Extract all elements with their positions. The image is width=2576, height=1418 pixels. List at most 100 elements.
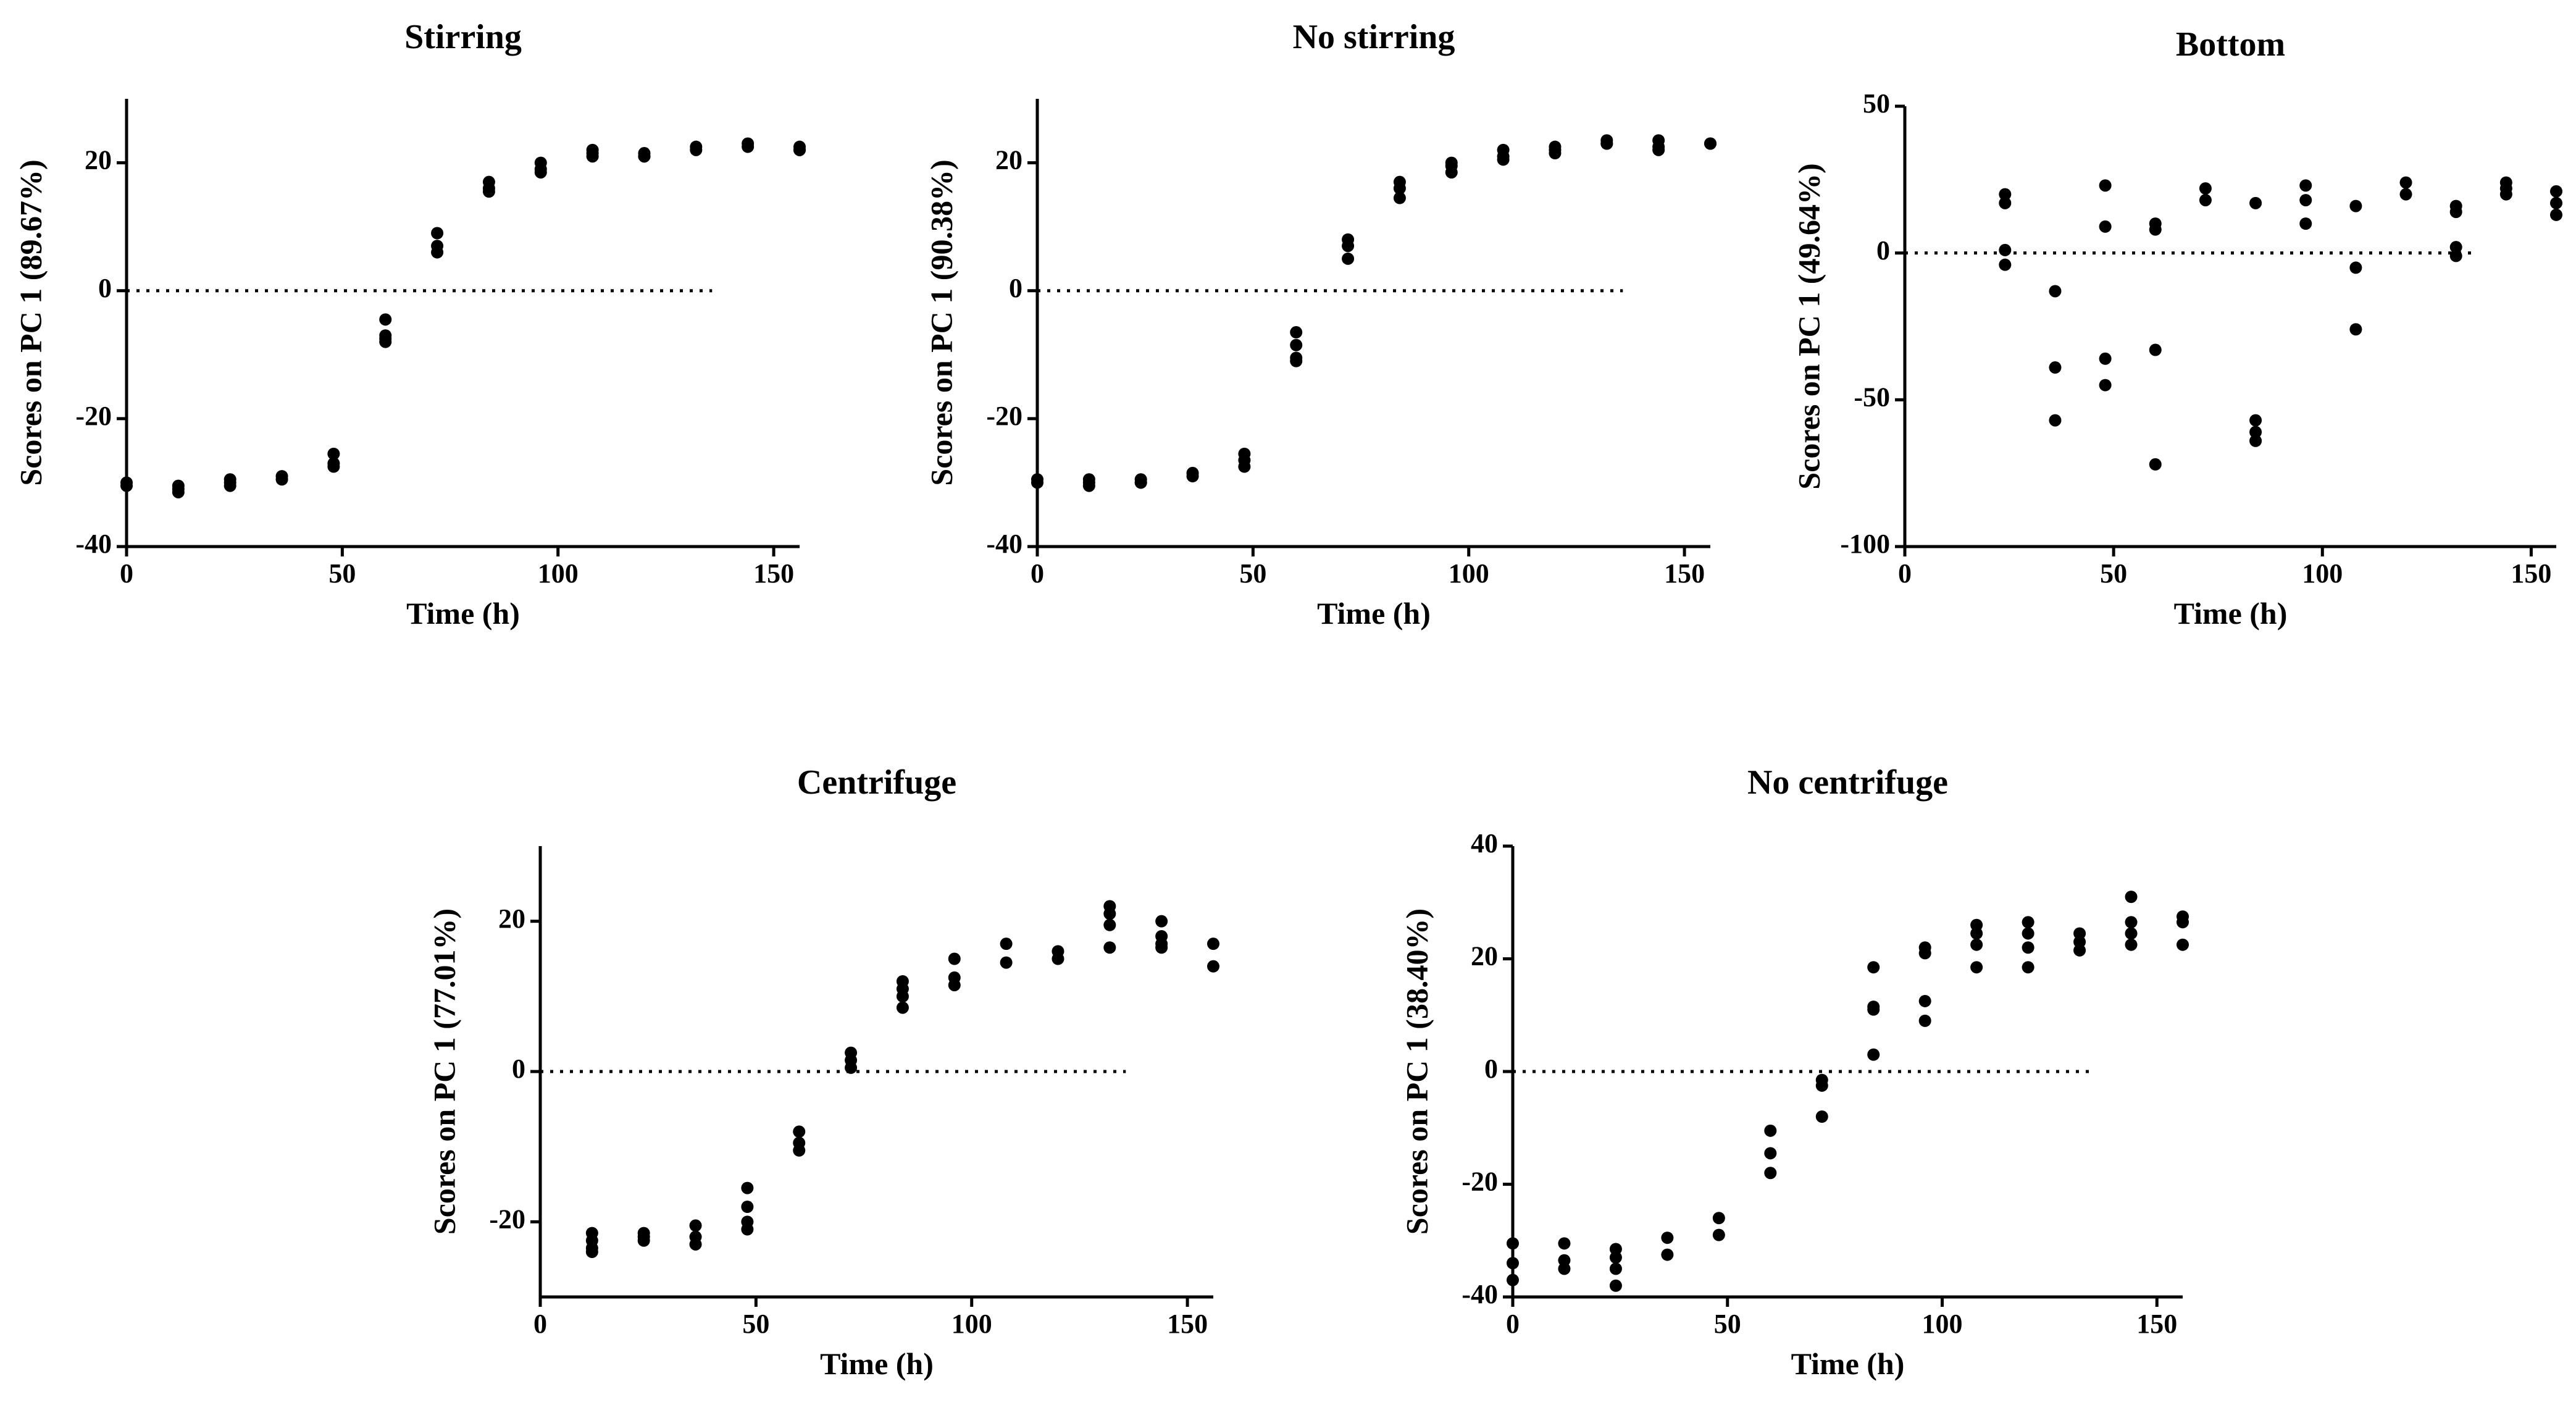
data-point: [482, 185, 495, 198]
data-point: [1549, 147, 1562, 160]
data-point: [2399, 188, 2412, 201]
x-tick-label: 100: [1922, 1309, 1963, 1339]
chart-title: No centrifuge: [1747, 763, 1948, 802]
y-axis-label: Scores on PC 1 (49.64%): [1791, 163, 1826, 489]
data-point: [1867, 1048, 1880, 1061]
y-tick-label: -40: [75, 529, 112, 559]
data-point: [1918, 947, 1931, 960]
data-point: [1155, 915, 1168, 928]
chart-panel: Bottom 0 50 100 150 -100 -50 0 50 Time (h) Scores …: [1791, 25, 2562, 631]
data-point: [2249, 434, 2262, 447]
data-point: [637, 1234, 650, 1247]
data-point: [534, 166, 547, 179]
data-point: [1712, 1212, 1725, 1225]
x-tick-label: 50: [742, 1309, 769, 1339]
y-tick-label: -20: [1462, 1167, 1498, 1197]
data-point: [1207, 960, 1219, 973]
data-point: [689, 1219, 702, 1232]
data-point: [1661, 1248, 1674, 1261]
data-point: [742, 140, 755, 153]
data-point: [2049, 414, 2062, 427]
data-point: [2199, 194, 2212, 207]
data-point: [1609, 1279, 1622, 1292]
data-point: [793, 143, 806, 156]
data-point: [431, 246, 444, 259]
data-point: [2049, 285, 2062, 298]
data-point: [1764, 1124, 1777, 1137]
x-tick-label: 100: [951, 1309, 992, 1339]
x-tick-label: 150: [753, 558, 794, 589]
chart-title: Centrifuge: [797, 763, 956, 802]
data-point: [1000, 938, 1013, 950]
data-point: [1342, 252, 1355, 265]
data-point: [1082, 479, 1095, 492]
data-point: [896, 1001, 909, 1014]
data-point: [741, 1201, 754, 1213]
data-point: [948, 979, 961, 992]
data-point: [1970, 927, 1983, 940]
data-point: [1609, 1262, 1622, 1275]
data-point: [327, 447, 340, 460]
data-point: [1970, 961, 1983, 974]
data-point: [2099, 379, 2112, 392]
data-point: [2349, 261, 2362, 274]
x-axis-label: Time (h): [406, 596, 520, 631]
data-point: [1704, 137, 1717, 150]
data-point: [2449, 250, 2462, 262]
data-point: [1558, 1262, 1571, 1275]
data-point: [2249, 426, 2262, 438]
data-point: [1652, 143, 1665, 156]
data-point: [1558, 1237, 1571, 1250]
data-point: [1031, 476, 1043, 489]
data-point: [1155, 941, 1168, 954]
x-tick-label: 50: [328, 558, 356, 589]
data-point: [1867, 961, 1880, 974]
data-point: [2550, 208, 2562, 221]
y-tick-label: -20: [75, 401, 112, 431]
data-point: [1764, 1147, 1777, 1160]
data-point: [1393, 182, 1406, 195]
y-tick-label: 0: [512, 1054, 525, 1084]
y-tick-label: -100: [1840, 529, 1890, 559]
data-point: [2073, 936, 2086, 949]
chart-panel: Stirring 0 50 100 150 -40 -20 0 20 Time (h) Scores…: [13, 18, 806, 631]
y-tick-label: 0: [98, 273, 112, 303]
data-point: [1342, 240, 1355, 253]
data-point: [896, 990, 909, 1003]
data-point: [2125, 938, 2138, 951]
x-tick-label: 100: [2302, 558, 2343, 589]
chart-title: No stirring: [1293, 18, 1455, 56]
data-point: [1999, 243, 2012, 256]
x-tick-label: 0: [120, 558, 133, 589]
y-tick-label: 0: [1009, 273, 1022, 303]
data-point: [2299, 179, 2312, 192]
data-point: [1445, 166, 1458, 179]
y-tick-label: 0: [1484, 1054, 1498, 1084]
data-point: [1609, 1243, 1622, 1256]
y-tick-label: 50: [1863, 88, 1890, 119]
x-tick-label: 150: [2511, 558, 2551, 589]
data-point: [689, 1238, 702, 1251]
data-point: [1867, 1003, 1880, 1016]
x-tick-label: 50: [1239, 558, 1266, 589]
data-point: [2099, 220, 2112, 233]
x-axis-label: Time (h): [2174, 596, 2288, 631]
data-point: [2073, 927, 2086, 940]
x-tick-label: 150: [1167, 1309, 1208, 1339]
data-point: [2249, 196, 2262, 209]
data-point: [1999, 196, 2012, 209]
data-point: [2299, 217, 2312, 230]
data-point: [1712, 1228, 1725, 1241]
y-tick-label: 20: [498, 904, 525, 934]
data-point: [224, 479, 236, 492]
chart-panel: No centrifuge 0 50 100 150 -40 -20 0 20 40 Time (h…: [1399, 763, 2189, 1381]
y-axis-label: Scores on PC 1 (89.67%): [13, 159, 48, 485]
data-point: [2022, 941, 2034, 954]
data-point: [2125, 891, 2138, 904]
data-point: [845, 1061, 858, 1074]
x-tick-label: 0: [1506, 1309, 1520, 1339]
data-point: [2177, 938, 2189, 951]
data-point: [741, 1223, 754, 1236]
data-point: [2550, 196, 2562, 209]
data-point: [2022, 916, 2034, 929]
